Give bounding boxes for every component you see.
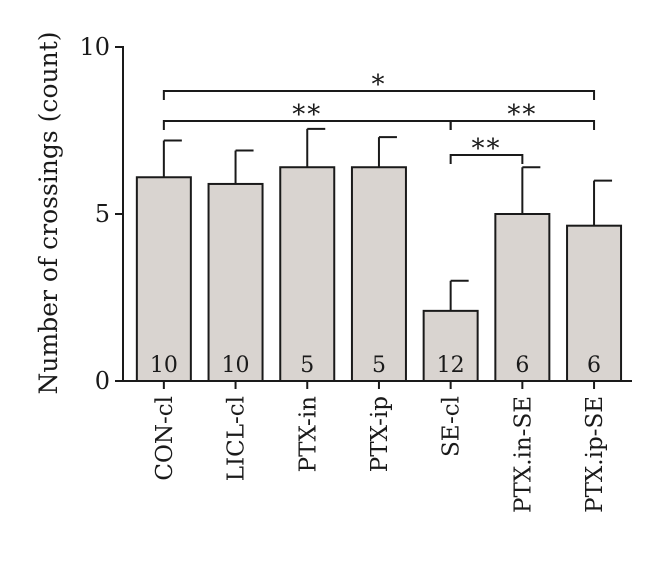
x-tick-label: PTX-in	[295, 396, 321, 472]
bars-layer: 10 10 5 5 12 6 6	[135, 127, 623, 382]
y-tick-label: 0	[95, 367, 110, 395]
x-tick-label: PTX.in-SE	[510, 396, 536, 513]
n-label: 12	[437, 353, 465, 378]
significance-label: **	[292, 100, 322, 130]
n-label: 10	[222, 353, 250, 378]
x-tick-label: LICL-cl	[224, 396, 250, 481]
x-tick-label: PTX.ip-SE	[582, 396, 608, 513]
significance-label: **	[472, 134, 502, 164]
x-tick-label: SE-cl	[439, 396, 465, 457]
bar	[494, 213, 551, 382]
n-label: 6	[515, 353, 529, 378]
significance-bracket	[449, 120, 596, 130]
axes-layer: CON-cl LICL-cl PTX-in PTX-ip SE-cl PTX.in-SE P…	[79, 33, 632, 513]
significance-label: *	[371, 70, 386, 100]
significance-bracket	[162, 90, 596, 100]
bar	[350, 166, 407, 382]
n-label: 5	[300, 353, 314, 378]
n-label: 5	[372, 353, 386, 378]
x-tick-label: CON-cl	[152, 396, 178, 481]
significance-bracket	[449, 154, 524, 164]
y-tick-label: 5	[95, 200, 110, 228]
bar	[135, 176, 192, 382]
significance-layer: *** ****	[162, 70, 596, 164]
n-label: 6	[587, 353, 601, 378]
n-label: 10	[150, 353, 178, 378]
y-tick-label: 10	[79, 33, 110, 61]
y-axis-label: Number of crossings (count)	[34, 32, 63, 395]
bar	[207, 182, 264, 382]
bar	[279, 166, 336, 382]
bar	[566, 224, 623, 382]
x-tick-label: PTX-ip	[367, 396, 393, 472]
bar	[422, 309, 479, 382]
significance-label: **	[507, 100, 537, 130]
